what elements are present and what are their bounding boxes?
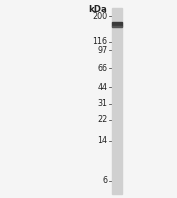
Text: 116: 116 [92, 37, 107, 47]
Text: 14: 14 [97, 136, 107, 145]
Text: 66: 66 [97, 64, 107, 73]
Bar [112, 8, 122, 194]
Text: 200: 200 [92, 12, 107, 21]
Text: 22: 22 [97, 115, 107, 124]
Bar [112, 26, 122, 27]
Text: 31: 31 [97, 99, 107, 108]
Text: 44: 44 [97, 83, 107, 92]
Text: kDa: kDa [89, 5, 107, 14]
Text: 97: 97 [97, 46, 107, 55]
Text: 6: 6 [102, 176, 107, 185]
Bar [112, 22, 122, 26]
